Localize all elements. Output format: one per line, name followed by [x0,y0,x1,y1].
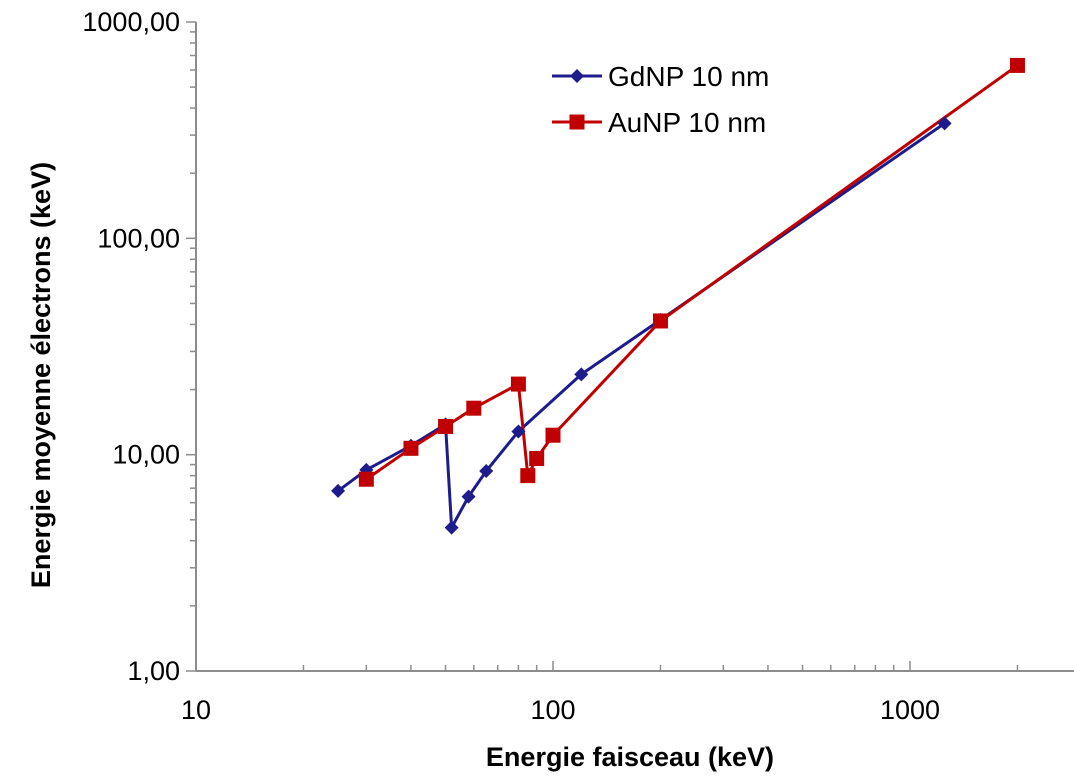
legend-label: GdNP 10 nm [608,61,769,92]
ticks [186,21,1019,672]
data-point-gdnp [444,520,459,535]
y-axis-title: Energie moyenne électrons (keV) [26,162,56,588]
data-point-aunp [510,376,526,392]
data-point-gdnp [574,367,589,382]
data-point-gdnp [331,483,346,498]
data-point-aunp [520,468,536,484]
data-point-gdnp [937,116,952,131]
tick-labels: 1,00 10,00 100,00 1000,00 10 100 1000 [82,7,940,725]
legend-marker [569,114,585,130]
legend-marker [570,69,584,83]
y-tick-label: 1,00 [127,656,180,686]
data-point-aunp [652,313,668,329]
data-point-aunp [545,427,561,443]
data-point-gdnp [461,489,476,504]
data-point-aunp [466,400,482,416]
legend-label: AuNP 10 nm [608,107,766,138]
x-tick-label: 10 [181,695,211,725]
x-axis-title: Energie faisceau (keV) [486,742,774,772]
legend: GdNP 10 nm AuNP 10 nm [552,61,769,138]
y-tick-label: 10,00 [112,440,180,470]
data-point-gdnp [511,424,526,439]
x-tick-label: 100 [530,695,575,725]
data-point-aunp [529,451,545,467]
series-markers [331,57,1025,535]
data-point-aunp [1009,57,1025,73]
data-point-gdnp [479,464,494,479]
data-point-aunp [358,471,374,487]
data-point-aunp [438,418,454,434]
y-tick-label: 1000,00 [82,7,180,37]
data-point-aunp [403,440,419,456]
y-tick-label: 100,00 [97,223,180,253]
x-tick-label: 1000 [880,695,940,725]
plot-area [186,21,1074,672]
